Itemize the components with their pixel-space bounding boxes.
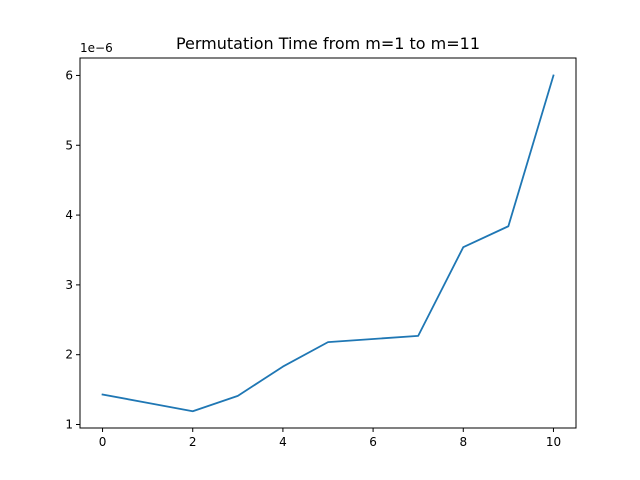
x-tick-label: 10 <box>546 435 561 449</box>
y-tick-label: 3 <box>65 278 73 292</box>
y-tick-label: 4 <box>65 208 73 222</box>
x-tick-label: 6 <box>369 435 377 449</box>
y-offset-label: 1e−6 <box>80 41 113 55</box>
x-tick-label: 0 <box>99 435 107 449</box>
x-tick-label: 4 <box>279 435 287 449</box>
chart-title: Permutation Time from m=1 to m=11 <box>176 34 480 53</box>
x-tick-label: 2 <box>189 435 197 449</box>
x-tick-label: 8 <box>459 435 467 449</box>
y-tick-label: 1 <box>65 418 73 432</box>
axes-frame <box>79 57 577 429</box>
series-line <box>101 74 555 413</box>
y-tick-label: 6 <box>65 68 73 82</box>
y-tick-label: 5 <box>65 138 73 152</box>
y-tick-label: 2 <box>65 348 73 362</box>
